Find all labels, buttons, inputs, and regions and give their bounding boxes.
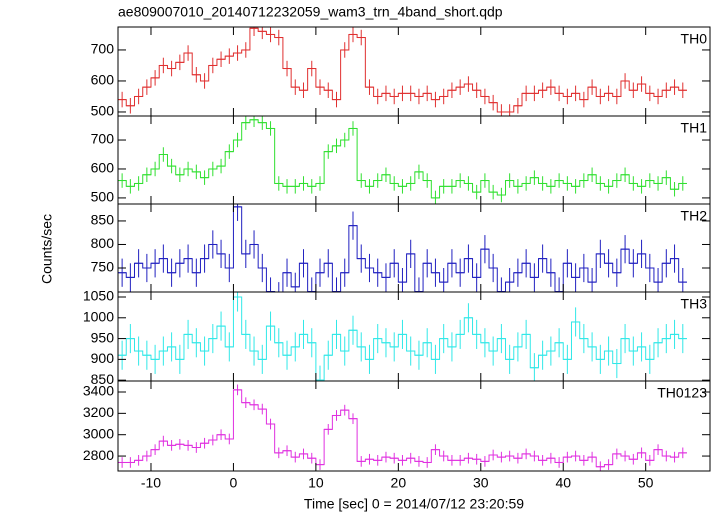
y-tick-label: 850	[91, 212, 115, 228]
y-tick-label: 800	[91, 235, 115, 251]
y-tick-label: 1000	[83, 308, 114, 324]
panel	[118, 384, 687, 471]
panel-label: TH0123	[657, 385, 707, 401]
x-tick-label: 10	[308, 475, 324, 491]
x-tick-label: 30	[473, 475, 489, 491]
y-axis-label: Counts/sec	[39, 214, 55, 284]
y-tick-label: 3200	[83, 404, 114, 420]
panel-label: TH3	[681, 296, 708, 312]
x-tick-label: 40	[555, 475, 571, 491]
panel-frame	[117, 291, 711, 382]
x-tick-label: 50	[638, 475, 654, 491]
y-tick-label: 700	[91, 41, 115, 57]
x-tick-label: 0	[230, 475, 238, 491]
panel-label: TH2	[681, 208, 708, 224]
panel	[118, 204, 687, 292]
panel-label: TH1	[681, 120, 708, 136]
y-tick-label: 950	[91, 329, 115, 345]
y-tick-label: 2800	[83, 447, 114, 463]
x-tick-label: 20	[391, 475, 407, 491]
y-tick-label: 3400	[83, 383, 114, 399]
panel-label: TH0	[681, 31, 708, 47]
panel-frame	[117, 380, 711, 472]
y-tick-label: 500	[91, 189, 115, 205]
panel-frame	[117, 115, 711, 205]
panel-frame	[117, 203, 711, 293]
y-tick-label: 850	[91, 371, 115, 387]
y-tick-label: 1050	[83, 288, 114, 304]
y-tick-label: 600	[91, 160, 115, 176]
y-tick-label: 750	[91, 259, 115, 275]
y-tick-label: 900	[91, 350, 115, 366]
y-tick-label: 500	[91, 103, 115, 119]
y-tick-label: 700	[91, 131, 115, 147]
panel	[118, 27, 687, 116]
panel-frame	[117, 26, 711, 117]
y-tick-label: 3000	[83, 425, 114, 441]
x-axis-label: Time [sec] 0 = 2014/07/12 23:20:59	[304, 496, 524, 512]
y-tick-label: 600	[91, 72, 115, 88]
chart-title: ae809007010_20140712232059_wam3_trn_4ban…	[118, 4, 503, 20]
panel	[118, 116, 687, 204]
panel	[118, 292, 687, 381]
x-tick-label: -10	[141, 475, 161, 491]
